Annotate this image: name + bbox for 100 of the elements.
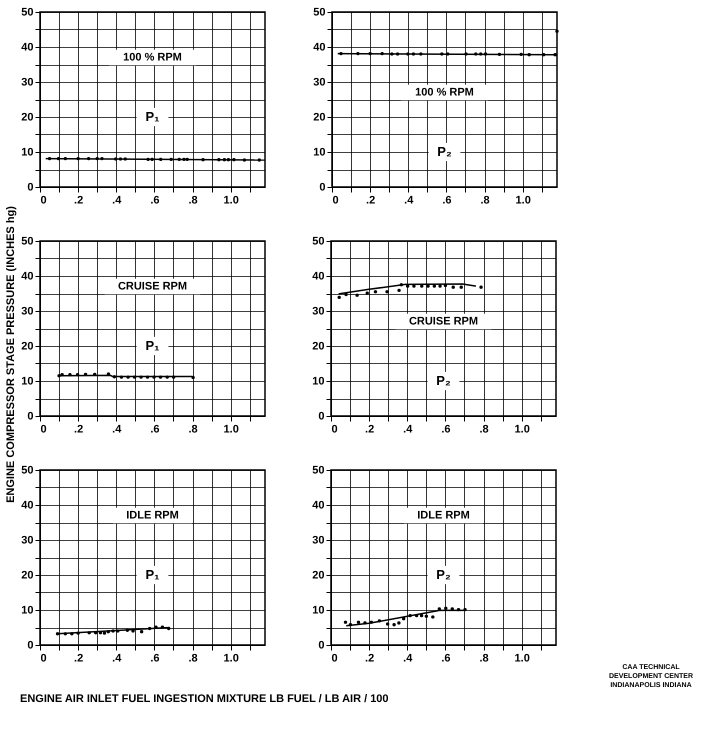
point xyxy=(444,606,448,610)
y-tick-label: 20 xyxy=(312,340,324,352)
x-tick-label: .8 xyxy=(480,194,490,206)
x-tick-label: .8 xyxy=(188,194,198,206)
y-tick-label: 30 xyxy=(21,534,34,546)
x-tick-label: 1.0 xyxy=(224,424,239,436)
x-tick-label: .8 xyxy=(479,424,489,436)
y-axis-title: ENGINE COMPRESSOR STAGE PRESSURE (INCHES hg) xyxy=(5,206,18,503)
x-tick-label: .4 xyxy=(112,424,122,436)
x-tick-label: 1.0 xyxy=(514,424,530,436)
point xyxy=(366,291,369,295)
y-tick-label: 40 xyxy=(312,270,324,282)
y-tick-label: 50 xyxy=(312,464,324,476)
x-tick-label: .6 xyxy=(441,424,450,436)
x-tick-label: .6 xyxy=(150,194,160,206)
y-tick-label: 0 xyxy=(27,182,34,194)
x-tick-label: .2 xyxy=(365,424,374,436)
x-tick-label: .8 xyxy=(188,424,198,436)
annotation: 100 % RPM xyxy=(415,86,474,98)
point xyxy=(392,623,396,626)
y-tick-label: 10 xyxy=(312,604,324,616)
y-tick-label: 50 xyxy=(21,236,34,248)
y-tick-label: 30 xyxy=(312,534,324,546)
x-tick-label: 1.0 xyxy=(224,194,239,206)
y-tick-label: 20 xyxy=(312,570,324,582)
y-tick-label: 20 xyxy=(21,112,34,124)
annotation: P₂ xyxy=(436,373,451,388)
y-tick-label: 40 xyxy=(21,42,34,54)
point xyxy=(432,284,436,288)
y-tick-label: 50 xyxy=(313,6,326,18)
point xyxy=(356,620,360,624)
point xyxy=(555,30,559,33)
y-tick-label: 40 xyxy=(21,500,34,512)
annotation: CRUISE RPM xyxy=(118,280,188,292)
annotation: P₁ xyxy=(145,338,160,353)
y-tick-label: 30 xyxy=(312,306,324,318)
annotation: CRUISE RPM xyxy=(408,316,478,328)
x-tick-label: 1.0 xyxy=(514,652,530,664)
x-tick-label: .2 xyxy=(74,424,84,436)
annotation: IDLE RPM xyxy=(417,510,470,522)
point xyxy=(397,288,401,292)
point xyxy=(479,286,483,289)
annotation: P₂ xyxy=(437,144,452,159)
x-tick-label: .4 xyxy=(403,424,414,436)
y-tick-label: 10 xyxy=(21,376,34,388)
annotation: IDLE RPM xyxy=(126,510,179,522)
y-tick-label: 20 xyxy=(21,340,34,352)
point xyxy=(460,286,463,289)
x-tick-label: .6 xyxy=(150,424,160,436)
point xyxy=(338,296,341,300)
y-tick-label: 40 xyxy=(313,42,326,54)
x-tick-label: .2 xyxy=(74,652,84,664)
annotation: P₂ xyxy=(436,567,451,582)
x-tick-label: 0 xyxy=(40,424,47,436)
y-tick-label: 30 xyxy=(313,76,326,88)
point xyxy=(431,615,434,619)
annotation: 100 % RPM xyxy=(123,52,182,64)
y-tick-label: 10 xyxy=(21,604,34,616)
x-tick-label: .8 xyxy=(479,652,489,664)
y-tick-label: 20 xyxy=(21,570,34,582)
x-tick-label: 0 xyxy=(332,652,338,664)
x-tick-label: .4 xyxy=(403,652,414,664)
x-tick-label: 0 xyxy=(40,194,47,206)
point xyxy=(438,284,442,288)
x-axis-title: ENGINE AIR INLET FUEL INGESTION MIXTURE LB FUEL / LB AIR / 100 xyxy=(20,692,389,705)
x-tick-label: .8 xyxy=(188,652,198,664)
x-tick-label: 0 xyxy=(40,652,47,664)
x-tick-label: .4 xyxy=(404,194,414,206)
y-tick-label: 0 xyxy=(318,640,324,652)
x-tick-label: 1.0 xyxy=(516,194,531,206)
x-tick-label: .2 xyxy=(74,194,84,206)
x-tick-label: 0 xyxy=(332,424,338,436)
x-tick-label: 1.0 xyxy=(224,652,239,664)
y-tick-label: 40 xyxy=(21,270,34,282)
point xyxy=(452,286,455,289)
point xyxy=(386,622,390,626)
y-tick-label: 0 xyxy=(27,410,34,422)
y-tick-label: 10 xyxy=(313,146,326,158)
y-tick-label: 50 xyxy=(21,464,34,476)
y-tick-label: 50 xyxy=(21,6,34,18)
y-tick-label: 50 xyxy=(312,236,324,248)
x-tick-label: .6 xyxy=(150,652,160,664)
point xyxy=(397,621,401,625)
annotation: P₁ xyxy=(145,109,160,124)
y-tick-label: 0 xyxy=(27,640,34,652)
annotation: P₁ xyxy=(145,567,160,582)
point xyxy=(140,630,144,634)
x-tick-label: .4 xyxy=(112,194,122,206)
y-tick-label: 30 xyxy=(21,306,34,318)
point xyxy=(426,284,430,288)
y-tick-label: 20 xyxy=(313,112,326,124)
x-tick-label: .2 xyxy=(366,194,376,206)
point xyxy=(374,290,378,294)
x-tick-label: .6 xyxy=(442,194,452,206)
point xyxy=(344,620,348,624)
point xyxy=(355,294,359,297)
x-tick-label: .6 xyxy=(441,652,450,664)
point xyxy=(424,614,428,618)
y-tick-label: 0 xyxy=(318,410,324,422)
point xyxy=(385,290,389,294)
